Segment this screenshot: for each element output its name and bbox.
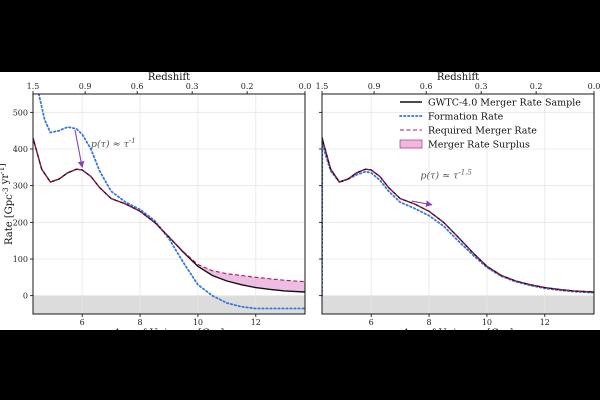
right-x-tick-label-12: 12 (540, 318, 550, 327)
right-legend-label-gwtc-4-0-merger-rate-sample: GWTC-4.0 Merger Rate Sample (428, 98, 581, 109)
right-shaded-region (322, 295, 594, 314)
right-plot-area (322, 137, 594, 297)
right-top-tick-label-1: 0.9 (368, 82, 381, 91)
left-top-tick-label-1: 0.9 (79, 82, 92, 91)
right-annotation-arrow (411, 200, 433, 207)
left-top-tick-label-5: 0.0 (299, 82, 312, 91)
right-top-tick-label-2: 0.6 (420, 82, 433, 91)
left-annotation-arrow (74, 129, 85, 168)
left-y-tick-label-500: 500 (13, 108, 28, 117)
right-top-tick-label-0: 1.5 (316, 82, 329, 91)
left-annotation-text: p(τ) ≈ τ-1 (91, 137, 136, 150)
left-top-tick-label-0: 1.5 (27, 82, 40, 91)
left-y-axis-title: Rate [Gpc-3 yr-1] (0, 163, 15, 245)
right-annotation-text: p(τ) ≈ τ-1.5 (420, 168, 472, 181)
left-series-required-merger-rate (33, 137, 305, 283)
left-shaded-region (33, 295, 305, 314)
right-legend-label-merger-rate-surplus: Merger Rate Surplus (428, 140, 530, 151)
left-plot-area (33, 94, 305, 310)
right-legend-label-formation-rate: Formation Rate (428, 112, 504, 123)
left-top-axis-title: Redshift (148, 72, 190, 83)
right-top-tick-label-3: 0.3 (475, 82, 488, 91)
left-y-tick-label-0: 0 (23, 292, 28, 301)
right-panel: p(τ) ≈ τ-1.5 6 8 10 12 1.5 0.9 0.6 0.3 0.2 0.0 Reds… (316, 72, 600, 330)
left-y-tick-label-200: 200 (13, 218, 28, 227)
left-y-tick-label-100: 100 (13, 255, 28, 264)
right-x-tick-label-6: 6 (369, 318, 374, 327)
right-x-axis-title: Age of Universe [Gyr] (402, 328, 514, 330)
left-surplus-region (197, 264, 305, 292)
right-top-tick-label-4: 0.2 (530, 82, 543, 91)
right-top-axis-title: Redshift (437, 72, 479, 83)
left-y-tick-label-400: 400 (13, 145, 28, 154)
left-top-tick-label-2: 0.6 (131, 82, 144, 91)
left-panel: p(τ) ≈ τ-1 6 8 10 12 0 100 200 300 400 500 1.5 0.9 0.… (0, 72, 311, 330)
left-x-tick-label-8: 8 (138, 318, 143, 327)
figure: p(τ) ≈ τ-1 6 8 10 12 0 100 200 300 400 500 1.5 0.9 0.… (0, 72, 600, 330)
right-legend-swatch-merger-rate-surplus (399, 139, 423, 149)
right-series-required-merger-rate (322, 137, 594, 293)
right-x-tick-label-10: 10 (482, 318, 492, 327)
right-series-gwtc-4-0-merger-rate-sample (322, 137, 594, 293)
left-x-tick-label-10: 10 (193, 318, 203, 327)
right-series-formation-rate (322, 137, 594, 297)
chart-svg: p(τ) ≈ τ-1 6 8 10 12 0 100 200 300 400 500 1.5 0.9 0.… (0, 72, 600, 330)
right-frame (321, 93, 595, 315)
left-top-tick-label-4: 0.2 (241, 82, 254, 91)
right-x-tick-label-8: 8 (427, 318, 432, 327)
left-series-formation-rate (37, 94, 305, 310)
left-series-gwtc-4-0-merger-rate-sample (33, 137, 305, 293)
right-legend: GWTC-4.0 Merger Rate Sample Formation Rat… (399, 98, 581, 151)
left-top-tick-label-3: 0.3 (186, 82, 199, 91)
left-frame (32, 93, 306, 315)
left-y-tick-label-300: 300 (13, 182, 28, 191)
left-x-tick-label-12: 12 (251, 318, 261, 327)
left-x-tick-label-6: 6 (80, 318, 85, 327)
right-legend-label-required-merger-rate: Required Merger Rate (428, 126, 537, 137)
right-top-tick-label-5: 0.0 (588, 82, 600, 91)
left-x-axis-title: Age of Universe [Gyr] (113, 328, 225, 330)
